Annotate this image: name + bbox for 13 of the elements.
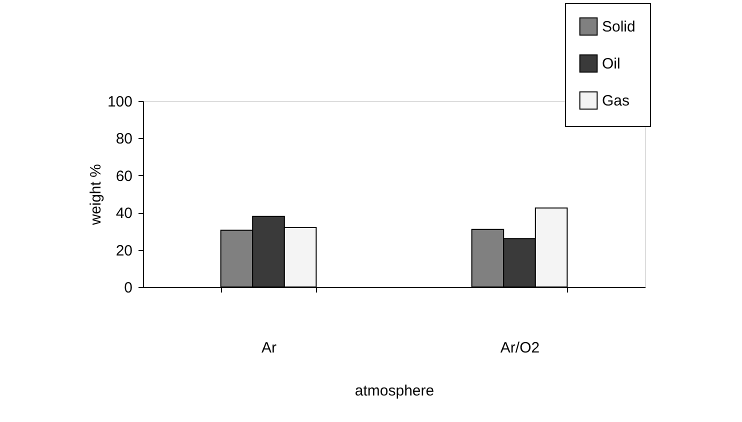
x-tick-label: Ar	[262, 340, 277, 356]
y-tick-label: 20	[116, 242, 132, 260]
y-tick-label: 40	[116, 205, 132, 222]
y-axis-title: weight %	[87, 164, 104, 226]
x-tick-label: Ar/O2	[500, 340, 540, 356]
y-tick-label: 0	[124, 280, 132, 296]
legend-label: Gas	[602, 92, 630, 110]
x-axis-title: atmosphere	[354, 382, 434, 400]
legend-label: Oil	[602, 56, 620, 72]
legend-label: Solid	[602, 18, 636, 36]
y-tick-label: 100	[107, 94, 132, 110]
y-tick-label: 80	[116, 130, 132, 148]
y-tick-label: 60	[116, 168, 132, 185]
